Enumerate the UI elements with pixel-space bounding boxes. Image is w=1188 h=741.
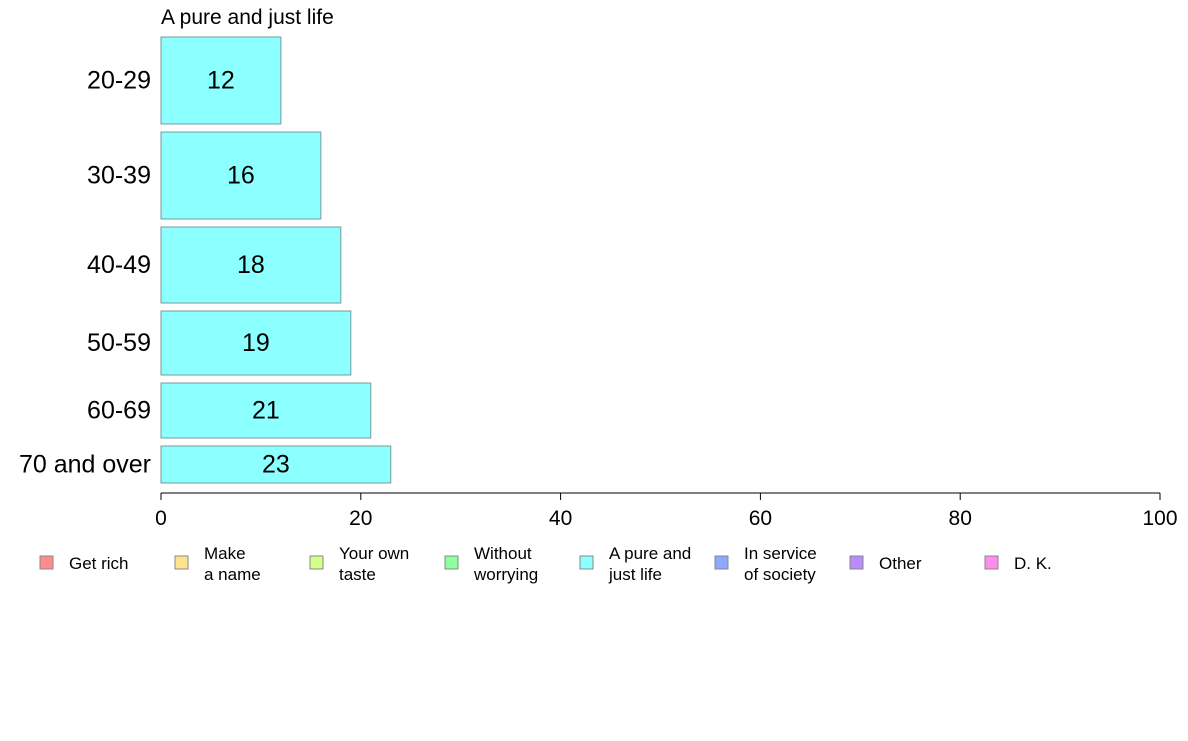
chart-title: A pure and just life [161, 6, 334, 29]
bar-value-label: 16 [227, 162, 255, 190]
bars-group: 12 20-29 16 30-39 18 40-49 19 50-59 21 60-69 23 70 … [19, 36, 392, 484]
legend-swatch [39, 555, 54, 570]
legend-item: A pure and just life [579, 544, 691, 584]
legend-swatch [174, 555, 189, 570]
category-label: 60-69 [87, 397, 151, 425]
legend-label-line: of society [744, 565, 816, 584]
legend-swatch [579, 555, 594, 570]
bar-value-label: 18 [237, 251, 265, 279]
category-label: 50-59 [87, 329, 151, 357]
x-tick-label: 0 [155, 507, 167, 530]
legend-item: D. K. [984, 554, 1052, 573]
x-tick-label: 20 [349, 507, 372, 530]
legend-swatch [984, 555, 999, 570]
bar-50-59 [160, 310, 352, 376]
category-label: 20-29 [87, 67, 151, 95]
legend-swatch [309, 555, 324, 570]
legend-item: In service of society [714, 544, 817, 584]
legend-item: Make a name [174, 544, 261, 584]
category-label: 40-49 [87, 251, 151, 279]
legend-label-line: just life [608, 565, 662, 584]
legend-label-line: a name [204, 565, 261, 584]
bar-20-29 [160, 36, 282, 125]
legend-label-line: worrying [473, 565, 538, 584]
category-label: 70 and over [19, 451, 151, 479]
legend-label-line: Your own [339, 544, 409, 563]
legend-label: Without worrying [473, 544, 538, 584]
x-axis: 0 20 40 60 80 100 [155, 492, 1178, 530]
legend-item: Your own taste [309, 544, 409, 584]
legend-label: Make a name [204, 544, 261, 584]
bar-40-49 [160, 226, 342, 304]
bar-60-69 [160, 382, 372, 439]
legend-label: Get rich [69, 554, 129, 573]
x-tick-label: 60 [749, 507, 772, 530]
legend-swatch [849, 555, 864, 570]
category-label: 30-39 [87, 162, 151, 190]
bar-value-label: 23 [262, 451, 290, 479]
legend-label: In service of society [744, 544, 817, 584]
x-tick-label: 100 [1142, 507, 1177, 530]
legend-item: Get rich [39, 554, 129, 573]
legend-label: D. K. [1014, 554, 1052, 573]
bar-70-and-over [160, 445, 392, 484]
legend-label: A pure and just life [608, 544, 691, 584]
legend-label-line: Make [204, 544, 246, 563]
legend-label-line: taste [339, 565, 376, 584]
legend-swatch [444, 555, 459, 570]
legend-label-line: Without [474, 544, 532, 563]
legend: Get rich Make a name Your own taste Without wo… [39, 544, 1052, 584]
bar-value-label: 19 [242, 329, 270, 357]
bar-value-label: 12 [207, 67, 235, 95]
legend-label: Your own taste [339, 544, 409, 584]
x-tick-label: 80 [949, 507, 972, 530]
legend-item: Other [849, 554, 922, 573]
legend-item: Without worrying [444, 544, 538, 584]
bar-value-label: 21 [252, 397, 280, 425]
legend-swatch [714, 555, 729, 570]
legend-label-line: In service [744, 544, 817, 563]
bar-30-39 [160, 131, 322, 220]
legend-label-line: A pure and [609, 544, 691, 563]
legend-label: Other [879, 554, 922, 573]
x-tick-label: 40 [549, 507, 572, 530]
